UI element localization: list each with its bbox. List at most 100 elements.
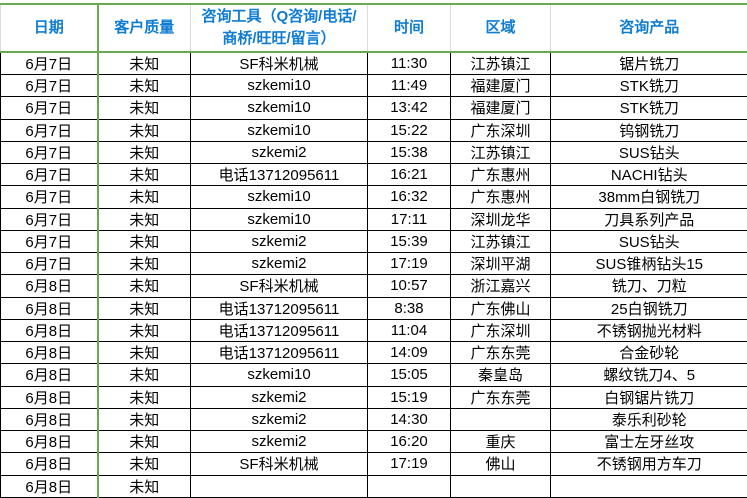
cell-consult-tool[interactable]: szkemi10 xyxy=(190,118,368,142)
cell-consult-tool[interactable]: szkemi10 xyxy=(190,185,368,209)
cell-date[interactable]: 6月7日 xyxy=(0,229,99,254)
cell-date[interactable]: 6月7日 xyxy=(0,251,99,276)
cell-product[interactable]: SUS锥柄钻头15 xyxy=(550,251,747,276)
cell-date[interactable]: 6月8日 xyxy=(0,340,99,365)
cell-product[interactable]: 合金砂轮 xyxy=(550,340,747,365)
cell-consult-tool[interactable]: 电话13712095611 xyxy=(190,296,368,320)
cell-region[interactable]: 秦皇岛 xyxy=(450,363,551,387)
cell-date[interactable]: 6月7日 xyxy=(0,207,99,231)
cell-region[interactable]: 佛山 xyxy=(450,452,551,476)
cell-consult-tool[interactable]: szkemi2 xyxy=(190,407,368,432)
cell-consult-tool[interactable]: szkemi2 xyxy=(190,229,368,254)
cell-customer-quality[interactable]: 未知 xyxy=(97,407,191,432)
cell-customer-quality[interactable]: 未知 xyxy=(97,185,191,209)
cell-consult-tool[interactable] xyxy=(190,474,368,498)
cell-customer-quality[interactable]: 未知 xyxy=(97,429,191,454)
cell-consult-tool[interactable]: szkemi2 xyxy=(190,140,368,165)
column-header-product[interactable]: 咨询产品 xyxy=(550,3,747,53)
column-header-region[interactable]: 区域 xyxy=(450,3,551,53)
cell-time[interactable]: 15:05 xyxy=(367,363,451,387)
cell-date[interactable]: 6月7日 xyxy=(0,185,99,209)
cell-region[interactable]: 江苏镇江 xyxy=(450,140,551,165)
cell-product[interactable]: 钨钢铣刀 xyxy=(550,118,747,142)
cell-region[interactable]: 广东惠州 xyxy=(450,162,551,187)
cell-region[interactable]: 江苏镇江 xyxy=(450,51,551,75)
cell-customer-quality[interactable]: 未知 xyxy=(97,274,191,298)
cell-product[interactable]: SUS钻头 xyxy=(550,140,747,165)
cell-time[interactable]: 17:19 xyxy=(367,452,451,476)
cell-time[interactable]: 17:19 xyxy=(367,251,451,276)
cell-date[interactable]: 6月7日 xyxy=(0,140,99,165)
cell-customer-quality[interactable]: 未知 xyxy=(97,51,191,75)
cell-customer-quality[interactable]: 未知 xyxy=(97,340,191,365)
cell-time[interactable]: 17:11 xyxy=(367,207,451,231)
column-header-consult-tool[interactable]: 咨询工具（Q咨询/电话/商桥/旺旺/留言） xyxy=(190,3,368,53)
cell-region[interactable]: 深圳龙华 xyxy=(450,207,551,231)
cell-customer-quality[interactable]: 未知 xyxy=(97,474,191,498)
cell-date[interactable]: 6月8日 xyxy=(0,429,99,454)
cell-date[interactable]: 6月8日 xyxy=(0,274,99,298)
cell-product[interactable]: 38mm白钢铣刀 xyxy=(550,185,747,209)
cell-region[interactable]: 广东深圳 xyxy=(450,118,551,142)
cell-consult-tool[interactable]: SF科米机械 xyxy=(190,274,368,298)
cell-time[interactable]: 10:57 xyxy=(367,274,451,298)
cell-customer-quality[interactable]: 未知 xyxy=(97,296,191,320)
cell-consult-tool[interactable]: szkemi2 xyxy=(190,251,368,276)
cell-region[interactable]: 广东东莞 xyxy=(450,340,551,365)
cell-product[interactable]: 螺纹铣刀4、5 xyxy=(550,363,747,387)
cell-time[interactable]: 14:09 xyxy=(367,340,451,365)
cell-time[interactable]: 15:38 xyxy=(367,140,451,165)
cell-time[interactable]: 16:32 xyxy=(367,185,451,209)
cell-date[interactable]: 6月7日 xyxy=(0,73,99,98)
cell-consult-tool[interactable]: 电话13712095611 xyxy=(190,162,368,187)
cell-region[interactable]: 福建厦门 xyxy=(450,73,551,98)
cell-consult-tool[interactable]: szkemi2 xyxy=(190,429,368,454)
cell-customer-quality[interactable]: 未知 xyxy=(97,140,191,165)
cell-consult-tool[interactable]: szkemi10 xyxy=(190,363,368,387)
cell-product[interactable]: 25白钢铣刀 xyxy=(550,296,747,320)
cell-consult-tool[interactable]: szkemi10 xyxy=(190,96,368,120)
cell-region[interactable]: 深圳平湖 xyxy=(450,251,551,276)
cell-date[interactable]: 6月7日 xyxy=(0,51,99,75)
cell-product[interactable]: SUS钻头 xyxy=(550,229,747,254)
column-header-time[interactable]: 时间 xyxy=(367,3,451,53)
cell-customer-quality[interactable]: 未知 xyxy=(97,73,191,98)
cell-time[interactable]: 14:30 xyxy=(367,407,451,432)
cell-date[interactable]: 6月7日 xyxy=(0,162,99,187)
cell-product[interactable]: STK铣刀 xyxy=(550,73,747,98)
cell-region[interactable]: 广东深圳 xyxy=(450,318,551,343)
cell-date[interactable]: 6月8日 xyxy=(0,474,99,498)
cell-region[interactable]: 广东惠州 xyxy=(450,185,551,209)
cell-consult-tool[interactable]: SF科米机械 xyxy=(190,51,368,75)
column-header-customer-quality[interactable]: 客户质量 xyxy=(97,3,191,53)
cell-date[interactable]: 6月8日 xyxy=(0,385,99,409)
cell-customer-quality[interactable]: 未知 xyxy=(97,162,191,187)
cell-product[interactable]: 白钢锯片铣刀 xyxy=(550,385,747,409)
cell-customer-quality[interactable]: 未知 xyxy=(97,318,191,343)
cell-time[interactable]: 11:04 xyxy=(367,318,451,343)
cell-product[interactable]: 铣刀、刀粒 xyxy=(550,274,747,298)
column-header-date[interactable]: 日期 xyxy=(0,3,99,53)
cell-product[interactable]: 不锈钢抛光材料 xyxy=(550,318,747,343)
cell-time[interactable]: 11:49 xyxy=(367,73,451,98)
cell-time[interactable]: 13:42 xyxy=(367,96,451,120)
cell-date[interactable]: 6月8日 xyxy=(0,296,99,320)
cell-consult-tool[interactable]: SF科米机械 xyxy=(190,452,368,476)
cell-region[interactable]: 广东佛山 xyxy=(450,296,551,320)
cell-customer-quality[interactable]: 未知 xyxy=(97,385,191,409)
cell-region[interactable]: 重庆 xyxy=(450,429,551,454)
cell-region[interactable] xyxy=(450,407,551,432)
cell-customer-quality[interactable]: 未知 xyxy=(97,363,191,387)
cell-consult-tool[interactable]: szkemi10 xyxy=(190,207,368,231)
cell-customer-quality[interactable]: 未知 xyxy=(97,207,191,231)
cell-consult-tool[interactable]: 电话13712095611 xyxy=(190,340,368,365)
cell-consult-tool[interactable]: szkemi2 xyxy=(190,385,368,409)
cell-time[interactable]: 16:21 xyxy=(367,162,451,187)
cell-product[interactable]: 不锈钢用方车刀 xyxy=(550,452,747,476)
cell-region[interactable]: 福建厦门 xyxy=(450,96,551,120)
cell-date[interactable]: 6月8日 xyxy=(0,452,99,476)
cell-time[interactable]: 16:20 xyxy=(367,429,451,454)
cell-date[interactable]: 6月8日 xyxy=(0,363,99,387)
cell-time[interactable]: 11:30 xyxy=(367,51,451,75)
cell-region[interactable] xyxy=(450,474,551,498)
